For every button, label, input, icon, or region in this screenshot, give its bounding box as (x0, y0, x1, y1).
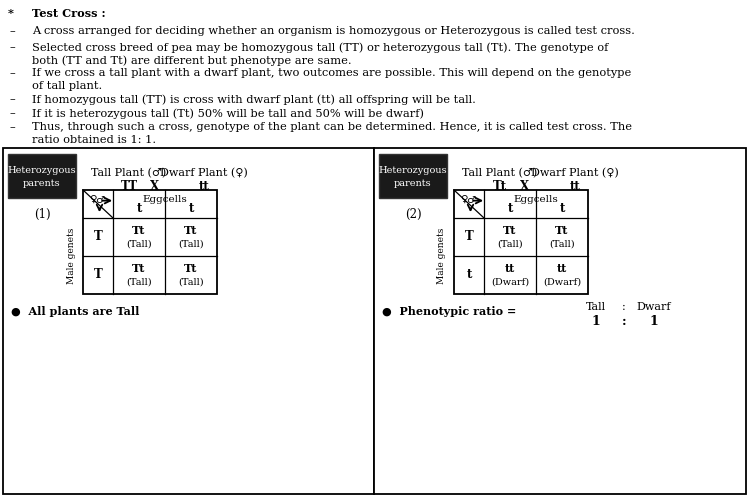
Text: Tt: Tt (503, 226, 517, 237)
Text: t: t (188, 202, 194, 215)
Text: Selected cross breed of pea may be homozygous tall (TT) or heterozygous tall (Tt: Selected cross breed of pea may be homoz… (32, 42, 608, 52)
Text: :: : (622, 315, 626, 328)
Text: tt: tt (505, 263, 515, 274)
Text: Heterozygous: Heterozygous (379, 166, 447, 175)
Text: t: t (136, 202, 142, 215)
Bar (83, 190, 217, 294)
Text: Eggcells: Eggcells (514, 195, 558, 204)
Text: X: X (150, 180, 159, 193)
Text: (Tall): (Tall) (126, 240, 152, 249)
Text: Male genets: Male genets (67, 228, 76, 284)
Text: T: T (94, 268, 103, 281)
Bar (8, 154, 76, 198)
Text: If we cross a tall plant with a dwarf plant, two outcomes are possible. This wil: If we cross a tall plant with a dwarf pl… (32, 68, 631, 78)
Text: ♀: ♀ (460, 194, 467, 204)
Text: Thus, through such a cross, genotype of the plant can be determined. Hence, it i: Thus, through such a cross, genotype of … (32, 122, 632, 132)
Text: –: – (10, 122, 16, 132)
Text: Tt: Tt (493, 180, 507, 193)
Text: Tt: Tt (555, 226, 568, 237)
Text: (Tall): (Tall) (178, 240, 204, 249)
Text: –: – (10, 68, 16, 78)
Text: 1: 1 (649, 315, 658, 328)
Text: ratio obtained is 1: 1.: ratio obtained is 1: 1. (32, 135, 156, 145)
Text: Male genets: Male genets (437, 228, 446, 284)
Text: Tall: Tall (586, 302, 606, 312)
Text: A cross arranged for deciding whether an organism is homozygous or Heterozygous : A cross arranged for deciding whether an… (32, 26, 635, 36)
Text: of tall plant.: of tall plant. (32, 81, 103, 91)
Text: 1: 1 (592, 315, 601, 328)
Text: ♀: ♀ (89, 194, 97, 204)
Text: Tall Plant (♂): Tall Plant (♂) (462, 168, 538, 178)
Text: both (TT and Tt) are different but phenotype are same.: both (TT and Tt) are different but pheno… (32, 55, 351, 65)
Text: Tt: Tt (184, 263, 198, 274)
Text: Dwarf Plant (♀): Dwarf Plant (♀) (531, 168, 619, 178)
Text: (Tall): (Tall) (178, 277, 204, 286)
Text: Tall Plant (♂): Tall Plant (♂) (91, 168, 166, 178)
Text: X: X (521, 180, 530, 193)
Text: tt: tt (557, 263, 567, 274)
Text: :: : (622, 302, 626, 312)
Text: (Tall): (Tall) (126, 277, 152, 286)
Text: (1): (1) (34, 208, 50, 221)
Text: *: * (8, 8, 14, 19)
Text: –: – (10, 108, 16, 118)
Text: If it is heterozygous tall (Tt) 50% will be tall and 50% will be dwarf): If it is heterozygous tall (Tt) 50% will… (32, 108, 424, 119)
Text: Tt: Tt (133, 226, 146, 237)
Bar (374, 148, 746, 494)
Text: parents: parents (23, 179, 61, 188)
Bar (379, 154, 447, 198)
Text: TT: TT (121, 180, 138, 193)
Text: ●  Phenotypic ratio =: ● Phenotypic ratio = (382, 306, 516, 317)
Text: T: T (464, 231, 473, 244)
Text: tt: tt (198, 180, 210, 193)
Text: Test Cross :: Test Cross : (32, 8, 106, 19)
Text: parents: parents (394, 179, 432, 188)
Text: Dwarf: Dwarf (637, 302, 671, 312)
Text: ♂: ♂ (95, 195, 104, 205)
Text: –: – (10, 42, 16, 52)
Text: t: t (507, 202, 512, 215)
Text: Eggcells: Eggcells (142, 195, 187, 204)
Bar (454, 190, 588, 294)
Text: Dwarf Plant (♀): Dwarf Plant (♀) (160, 168, 248, 178)
Text: t: t (467, 268, 472, 281)
Text: (2): (2) (404, 208, 421, 221)
Text: ♂: ♂ (466, 195, 475, 205)
Text: Heterozygous: Heterozygous (7, 166, 76, 175)
Text: (Dwarf): (Dwarf) (491, 277, 529, 286)
Text: (Dwarf): (Dwarf) (543, 277, 581, 286)
Text: –: – (10, 94, 16, 104)
Text: (Tall): (Tall) (497, 240, 523, 249)
Text: Tt: Tt (184, 226, 198, 237)
Bar (3, 148, 374, 494)
Text: T: T (94, 231, 103, 244)
Text: Tt: Tt (133, 263, 146, 274)
Text: t: t (560, 202, 565, 215)
Text: ●  All plants are Tall: ● All plants are Tall (11, 306, 139, 317)
Text: –: – (10, 26, 16, 36)
Text: tt: tt (570, 180, 580, 193)
Text: If homozygous tall (TT) is cross with dwarf plant (tt) all offspring will be tal: If homozygous tall (TT) is cross with dw… (32, 94, 476, 105)
Text: (Tall): (Tall) (549, 240, 574, 249)
